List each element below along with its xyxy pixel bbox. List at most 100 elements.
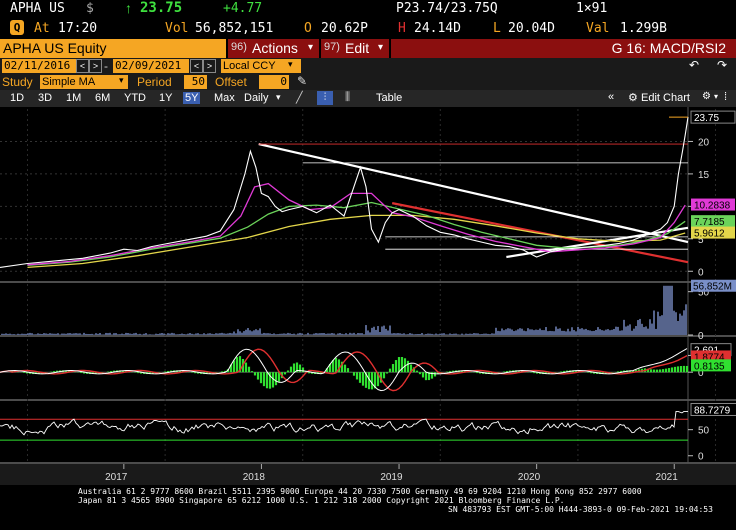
y-tick-label: 0 <box>698 267 704 278</box>
collapse-icon[interactable]: « <box>608 91 614 103</box>
chevron-down-icon: ▾ <box>276 92 281 103</box>
high-value: 24.14D <box>414 21 461 36</box>
actions-menu-button[interactable]: 96) Actions ▾ <box>228 39 319 58</box>
val-value: 1.299B <box>620 21 667 36</box>
val-label: Val <box>586 21 609 36</box>
vol-label: Vol <box>165 21 188 36</box>
frequency-select[interactable]: Daily <box>244 92 268 104</box>
period-5y[interactable]: 5Y <box>183 92 200 104</box>
period-3d[interactable]: 3D <box>36 92 54 104</box>
value-label: 7.7185 <box>694 217 725 228</box>
edit-menu-button[interactable]: 97) Edit ▾ <box>321 39 389 58</box>
function-title-bar: G 16: MACD/RSI2 <box>391 39 736 58</box>
value-label: 56.852M <box>693 282 732 293</box>
edit-label: Edit <box>345 40 369 56</box>
period-ytd[interactable]: YTD <box>122 92 148 104</box>
redo-icon[interactable]: ↷ <box>717 58 727 72</box>
chevron-down-icon: ▾ <box>308 42 313 53</box>
security-name: APHA US Equity <box>3 40 107 56</box>
low-label: L <box>493 21 501 36</box>
panel-2-bg <box>0 337 736 399</box>
pencil-icon[interactable]: ✎ <box>297 74 307 88</box>
period-label: Period <box>137 75 172 89</box>
quote-source-icon[interactable]: Q <box>10 20 24 35</box>
x-tick-label: 2019 <box>380 472 403 483</box>
value-label: 23.75 <box>694 113 719 124</box>
function-toolbar: APHA US Equity 96) Actions ▾ 97) Edit ▾ … <box>0 39 736 58</box>
open-label: O <box>304 21 312 36</box>
start-date-input[interactable]: 02/11/2016 <box>2 59 76 73</box>
period-1d[interactable]: 1D <box>8 92 26 104</box>
footer-line-2: Japan 81 3 4565 8900 Singapore 65 6212 1… <box>78 496 564 505</box>
period-bar: 1D 3D 1M 6M YTD 1Y 5Y Max Daily ▾ ╱ ⫶ ⫼ Table «… <box>0 90 736 107</box>
period-1m[interactable]: 1M <box>64 92 83 104</box>
y-tick-label: 50 <box>698 426 710 437</box>
security-field[interactable]: APHA US Equity <box>0 39 226 58</box>
ticker[interactable]: APHA US <box>10 1 65 16</box>
footer-line-1: Australia 61 2 9777 8600 Brazil 5511 239… <box>78 487 642 496</box>
end-date-input[interactable]: 02/09/2021 <box>113 59 189 73</box>
undo-icon[interactable]: ↶ <box>689 58 699 72</box>
y-tick-label: 20 <box>698 137 710 148</box>
chart-type-icon[interactable]: ⫶ <box>317 91 333 105</box>
actions-num: 96) <box>231 41 247 53</box>
x-tick-label: 2017 <box>105 472 128 483</box>
offset-label: Offset <box>215 75 247 89</box>
chevron-down-icon: ▾ <box>288 59 293 70</box>
x-tick-label: 2020 <box>518 472 541 483</box>
y-tick-label: 0 <box>698 331 704 342</box>
chevron-down-icon: ▾ <box>378 42 383 53</box>
chevron-down-icon: ▾ <box>714 92 718 101</box>
calendar-next-icon[interactable]: > <box>89 59 102 73</box>
edit-num: 97) <box>324 41 340 53</box>
options-icon[interactable]: ⁞ <box>724 91 727 103</box>
candle-icon[interactable]: ⫼ <box>345 91 350 104</box>
up-arrow-icon: ↑ <box>125 0 132 16</box>
last-price: 23.75 <box>140 0 182 16</box>
open-value: 20.62P <box>321 21 368 36</box>
calendar-next-icon[interactable]: > <box>203 59 216 73</box>
trade-size: 1×91 <box>576 1 607 16</box>
high-label: H <box>398 21 406 36</box>
settings-icon[interactable]: ⚙ <box>702 91 711 102</box>
y-tick-label: 15 <box>698 170 710 181</box>
time-label: At <box>34 21 50 36</box>
study-label: Study <box>2 75 33 89</box>
period-input[interactable]: 50 <box>184 75 207 89</box>
quote-line-2: Q At 17:20 Vol 56,852,151 O 20.62P H 24.… <box>0 19 736 39</box>
period-max[interactable]: Max <box>212 92 237 104</box>
y-tick-label: 0 <box>698 452 704 463</box>
chevron-down-icon: ▾ <box>119 75 124 86</box>
table-button[interactable]: Table <box>376 92 402 104</box>
function-title: G 16: MACD/RSI2 <box>612 40 726 56</box>
value-label: 88.7279 <box>694 405 731 416</box>
study-select[interactable]: Simple MA <box>40 75 128 89</box>
price-change: +4.77 <box>223 1 262 16</box>
value-label: 10.2838 <box>694 201 731 212</box>
date-range-bar: 02/11/2016 < > - 02/09/2021 < > Local CC… <box>0 58 736 74</box>
quote-line-1: APHA US $ ↑ 23.75 +4.77 P23.74/23.75Q 1×… <box>0 0 736 19</box>
low-value: 20.04D <box>508 21 555 36</box>
calendar-prev-icon[interactable]: < <box>190 59 203 73</box>
bid-ask: P23.74/23.75Q <box>396 1 498 16</box>
volume: 56,852,151 <box>195 21 273 36</box>
gear-icon[interactable]: ⚙ <box>628 91 638 104</box>
footer: Australia 61 2 9777 8600 Brazil 5511 239… <box>0 485 736 530</box>
panel-3-bg <box>0 401 736 462</box>
footer-line-3: SN 483793 EST GMT-5:00 H444-3893-0 09-Fe… <box>448 505 713 514</box>
edit-chart-button[interactable]: Edit Chart <box>641 92 690 104</box>
x-tick-label: 2018 <box>243 472 266 483</box>
period-6m[interactable]: 6M <box>93 92 112 104</box>
value-label: 0.8135 <box>694 361 725 372</box>
study-bar: Study Simple MA ▾ Period 50 Offset 0 ✎ <box>0 74 736 90</box>
period-1y[interactable]: 1Y <box>157 92 174 104</box>
time: 17:20 <box>58 21 97 36</box>
value-label: 5.9612 <box>694 229 725 240</box>
currency-symbol: $ <box>86 1 94 16</box>
x-tick-label: 2021 <box>656 472 679 483</box>
price-chart[interactable]: 0510152023.7510.28387.71855.961205056.85… <box>0 107 736 485</box>
line-tool-icon[interactable]: ╱ <box>296 91 303 104</box>
range-separator: - <box>104 59 108 73</box>
calendar-prev-icon[interactable]: < <box>76 59 89 73</box>
offset-input[interactable]: 0 <box>259 75 289 89</box>
